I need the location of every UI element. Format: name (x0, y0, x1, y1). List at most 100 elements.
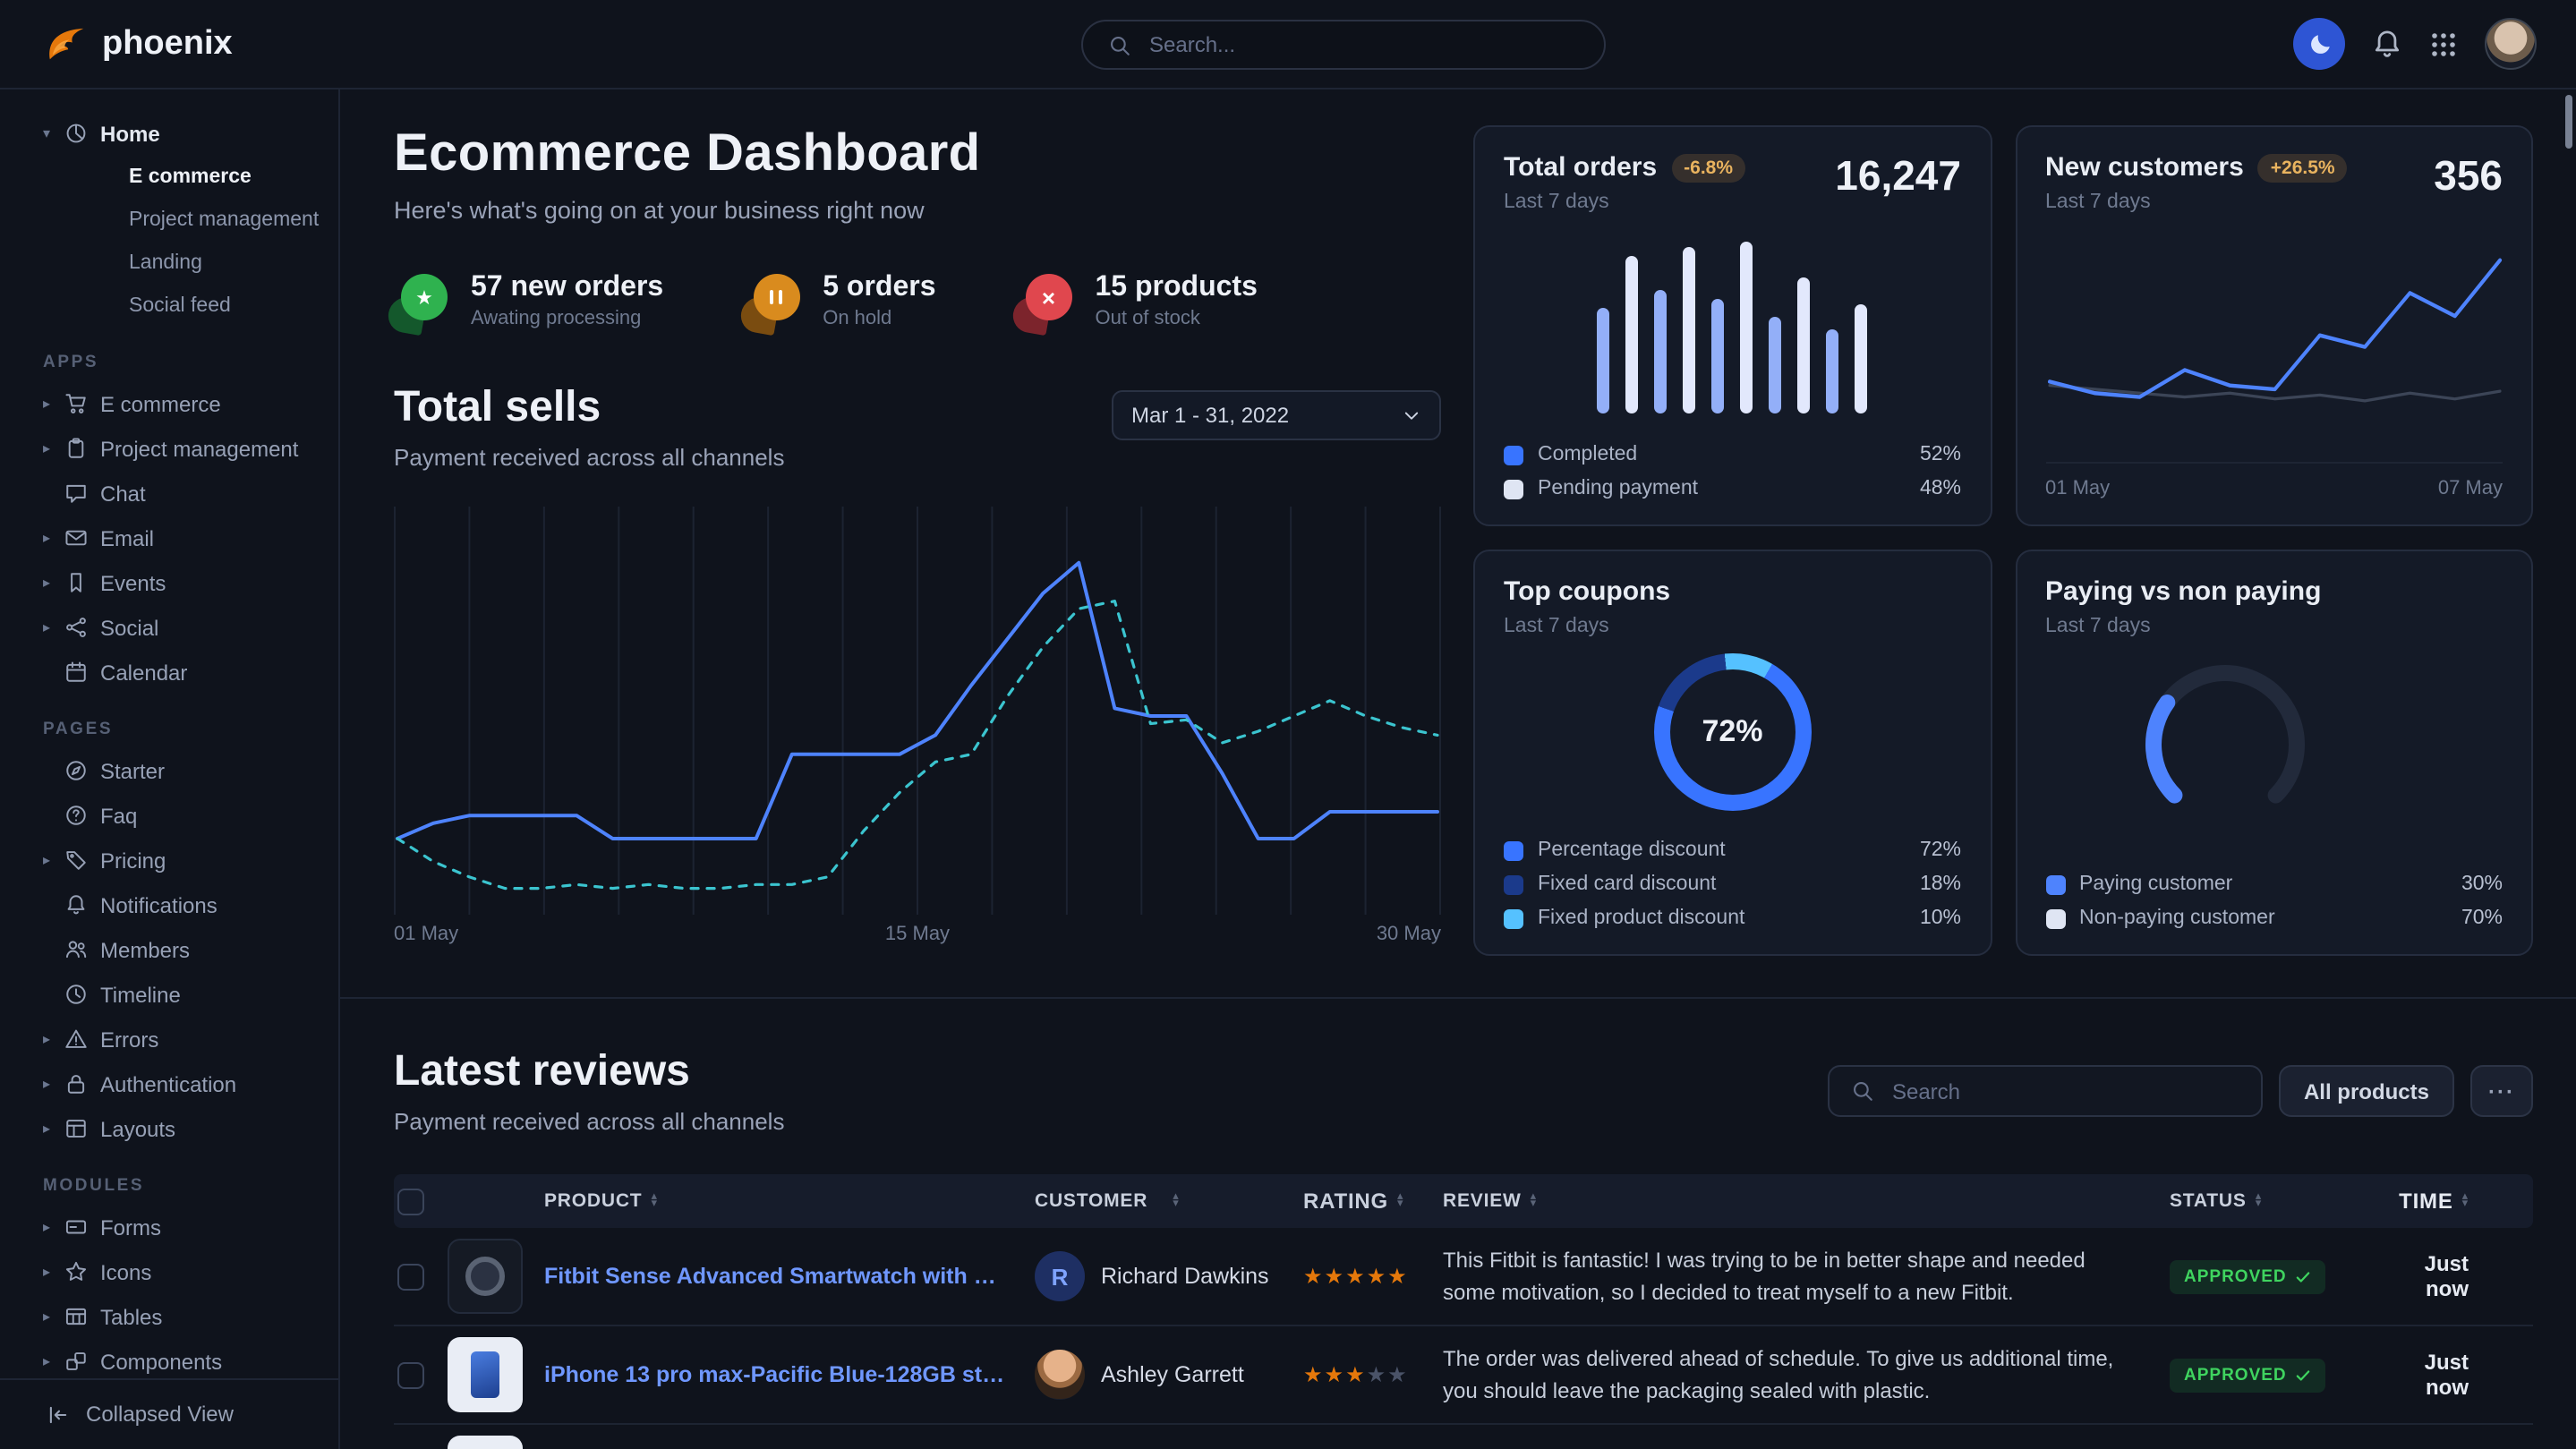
sort-icon[interactable]: ▴ ▾ (2461, 1189, 2469, 1210)
sidebar-item-project-management[interactable]: ▸ Project management (43, 436, 299, 461)
sidebar-item-components[interactable]: ▸ Components (43, 1349, 223, 1374)
coupons-donut-chart: 72% (1653, 653, 1812, 811)
form-icon (64, 1215, 88, 1239)
sidebar-item-icons[interactable]: ▸ Icons (43, 1259, 152, 1284)
search-input[interactable] (1146, 30, 1582, 59)
sidebar-subitem-social-feed[interactable]: Social feed (129, 295, 231, 317)
cart-icon (64, 392, 88, 415)
sidebar-item-events[interactable]: ▸ Events (43, 570, 166, 595)
sidebar-item-forms[interactable]: ▸ Forms (43, 1215, 161, 1240)
chevron-right-icon: ▸ (43, 530, 51, 546)
reviews-search[interactable] (1827, 1065, 2263, 1117)
sort-icon[interactable]: ▴ ▾ (651, 1189, 658, 1210)
quick-stats: ★ 57 new orders Awating processing 5 ord… (385, 272, 1441, 337)
scrollbar-thumb[interactable] (2565, 95, 2572, 149)
review-text: This Fitbit is fantastic! I was trying t… (1443, 1248, 2086, 1305)
sidebar-item-social[interactable]: ▸ Social (43, 615, 159, 640)
sidebar-item-notifications[interactable]: Notifications (0, 882, 338, 927)
product-image[interactable] (448, 1239, 523, 1314)
product-image[interactable] (448, 1337, 523, 1412)
legend-swatch (1504, 874, 1523, 894)
chevron-right-icon: ▸ (43, 1264, 51, 1280)
table-icon (64, 1305, 88, 1328)
search-icon (1108, 33, 1131, 56)
customer-name: Ashley Garrett (1101, 1362, 1244, 1387)
apps-grid-button[interactable] (2429, 30, 2458, 58)
rating-stars: ★★★★★ (1303, 1362, 1409, 1387)
sidebar-subitem-project-management[interactable]: Project management (129, 209, 320, 231)
row-checkbox[interactable] (397, 1361, 424, 1388)
sidebar-item-ecommerce-app[interactable]: ▸ E commerce (43, 391, 221, 416)
sort-icon[interactable]: ▴ ▾ (2255, 1189, 2263, 1210)
customer-avatar: R (1035, 1251, 1085, 1301)
review-time: Just now (2424, 1251, 2469, 1301)
product-image[interactable] (448, 1436, 523, 1449)
all-products-button[interactable]: All products (2278, 1065, 2454, 1117)
row-checkbox[interactable] (397, 1263, 424, 1290)
collapse-view-toggle[interactable]: Collapsed View (0, 1377, 338, 1449)
star-icon (64, 1260, 88, 1283)
sort-icon[interactable]: ▴ ▾ (1397, 1189, 1404, 1210)
puzzle-icon (64, 1350, 88, 1373)
sidebar-item-tables[interactable]: ▸ Tables (43, 1304, 163, 1329)
sidebar: ▾ Home E commerce Project management Lan… (0, 89, 340, 1449)
bell-icon (2372, 29, 2402, 59)
total-sells-x-axis: 01 May 15 May 30 May (394, 924, 1441, 945)
stat-orders-on-hold: 5 orders On hold (738, 272, 936, 337)
brand[interactable]: phoenix (43, 21, 233, 66)
sidebar-item-chat[interactable]: Chat (0, 471, 338, 516)
select-all-checkbox[interactable] (397, 1188, 424, 1215)
sidebar-item-email[interactable]: ▸ Email (43, 525, 155, 550)
sort-icon[interactable]: ▴ ▾ (1173, 1189, 1180, 1210)
status-badge: APPROVED (2170, 1359, 2326, 1393)
check-icon (2296, 1269, 2312, 1285)
sidebar-subitem-ecommerce[interactable]: E commerce (129, 166, 252, 188)
sidebar-item-faq[interactable]: Faq (0, 793, 338, 838)
customer-name: Richard Dawkins (1101, 1264, 1269, 1289)
total-sells-chart (394, 507, 1441, 915)
sidebar-item-members[interactable]: Members (0, 927, 338, 972)
sort-icon[interactable]: ▴ ▾ (1530, 1189, 1537, 1210)
notifications-button[interactable] (2372, 29, 2402, 59)
legend-swatch (1504, 840, 1523, 860)
customer-avatar (1035, 1350, 1085, 1400)
sidebar-item-starter[interactable]: Starter (0, 748, 338, 793)
product-link[interactable]: Fitbit Sense Advanced Smartwatch with To… (544, 1264, 1006, 1289)
search-icon (1851, 1079, 1874, 1103)
chevron-right-icon: ▸ (43, 1219, 51, 1235)
pie-chart-icon (64, 122, 88, 145)
user-avatar[interactable] (2485, 18, 2537, 70)
table-header: PRODUCT ▴ ▾ CUSTOMER ▴ ▾ RATING ▴ ▾ REVIEW ▴ ▾ S… (394, 1174, 2533, 1228)
more-options-button[interactable]: ··· (2470, 1065, 2533, 1117)
sidebar-item-home[interactable]: ▾ Home (0, 111, 338, 156)
theme-toggle[interactable] (2293, 18, 2345, 70)
global-search[interactable] (1081, 20, 1606, 70)
sidebar-item-authentication[interactable]: ▸ Authentication (43, 1071, 237, 1096)
main-content: Ecommerce Dashboard Here's what's going … (340, 89, 2576, 1449)
date-range-select[interactable]: Mar 1 - 31, 2022 (1112, 390, 1441, 440)
clock-icon (64, 983, 88, 1006)
total-orders-badge: -6.8% (1671, 153, 1746, 182)
reviews-title: Latest reviews (394, 1047, 690, 1095)
sidebar-item-calendar[interactable]: Calendar (0, 650, 338, 695)
bell-icon (64, 893, 88, 916)
sidebar-subitem-landing[interactable]: Landing (129, 252, 202, 274)
sidebar-item-pricing[interactable]: ▸ Pricing (43, 848, 166, 873)
page-subtitle: Here's what's going on at your business … (394, 197, 925, 224)
reviews-search-input[interactable] (1888, 1077, 2243, 1105)
question-circle-icon (64, 804, 88, 827)
chevron-right-icon: ▸ (43, 1076, 51, 1092)
kpi-cards: Total orders -6.8% Last 7 days 16,247 Co… (1473, 125, 2533, 997)
chevron-down-icon: ▾ (43, 125, 51, 141)
new-customers-card: New customers +26.5% Last 7 days 356 01 … (2015, 125, 2533, 526)
chevron-down-icon (1402, 405, 1421, 425)
sidebar-item-errors[interactable]: ▸ Errors (43, 1027, 159, 1052)
product-link[interactable]: iPhone 13 pro max-Pacific Blue-128GB sto… (544, 1362, 1006, 1387)
clipboard-icon (64, 437, 88, 460)
sidebar-item-timeline[interactable]: Timeline (0, 972, 338, 1017)
new-customers-badge: +26.5% (2257, 153, 2348, 182)
chevron-right-icon: ▸ (43, 1353, 51, 1369)
sidebar-item-layouts[interactable]: ▸ Layouts (43, 1116, 176, 1141)
chevron-right-icon: ▸ (43, 575, 51, 591)
compass-icon (64, 759, 88, 782)
